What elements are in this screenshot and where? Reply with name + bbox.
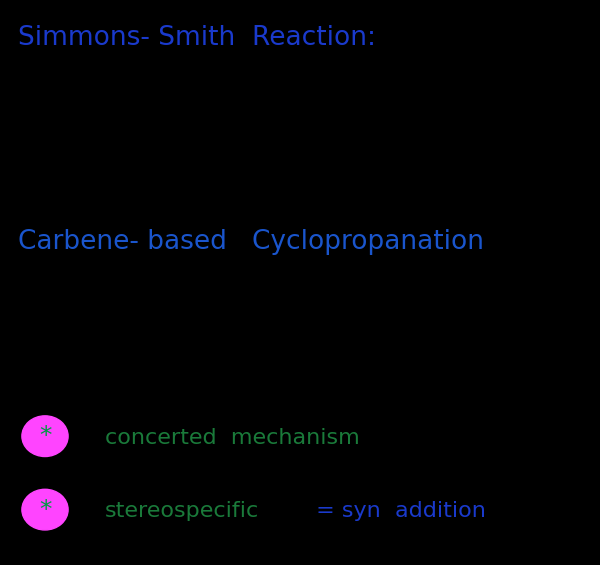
Text: *: * [39,498,51,521]
Text: *: * [39,424,51,448]
Text: stereospecific: stereospecific [105,501,259,521]
Ellipse shape [22,489,68,530]
Text: concerted  mechanism: concerted mechanism [105,428,360,448]
Text: Simmons- Smith  Reaction:: Simmons- Smith Reaction: [18,25,376,51]
Ellipse shape [22,416,68,457]
Text: = syn  addition: = syn addition [309,501,486,521]
Text: Carbene- based   Cyclopropanation: Carbene- based Cyclopropanation [18,229,484,255]
